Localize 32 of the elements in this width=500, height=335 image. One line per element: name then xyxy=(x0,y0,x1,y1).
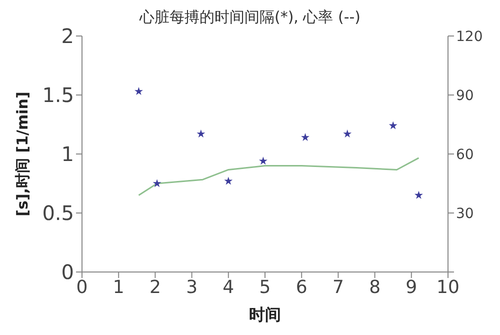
y2-tick-label: 60 xyxy=(456,146,474,163)
x-tick-label: 6 xyxy=(296,276,308,298)
x-tick-label: 7 xyxy=(332,276,344,298)
x-tick-label: 4 xyxy=(222,276,234,298)
point xyxy=(414,190,423,199)
x-tick-label: 3 xyxy=(186,276,198,298)
x-tick-label: 1 xyxy=(112,276,124,298)
x-tick-label: 9 xyxy=(406,276,418,298)
line-series xyxy=(138,157,420,196)
y2-tick-label: 30 xyxy=(456,206,474,222)
point xyxy=(224,176,233,185)
chart-title: 心脏每搏的时间间隔(*), 心率 (--) xyxy=(139,8,361,26)
point xyxy=(258,156,268,165)
y-tick-label: 2 xyxy=(61,24,74,48)
point xyxy=(388,121,398,130)
y-axis-title: [s],时间 [1/min] xyxy=(13,92,32,216)
point xyxy=(152,179,162,188)
x-tick-label: 10 xyxy=(436,276,460,298)
y-tick-label: 1 xyxy=(61,142,74,166)
point xyxy=(134,87,143,96)
x-tick-label: 8 xyxy=(369,276,381,298)
y2-tick-label: 120 xyxy=(456,28,483,45)
y2-tick-label: 90 xyxy=(456,88,474,104)
x-tick-label: 5 xyxy=(259,276,271,298)
point xyxy=(343,130,352,138)
point xyxy=(301,133,310,142)
x-tick-label: 0 xyxy=(76,276,88,298)
y-tick-label: 1.5 xyxy=(42,83,74,108)
y-tick-label: 0.5 xyxy=(42,201,74,226)
x-axis-title: 时间 xyxy=(249,305,281,324)
x-tick-label: 2 xyxy=(149,276,161,298)
point xyxy=(196,130,206,138)
